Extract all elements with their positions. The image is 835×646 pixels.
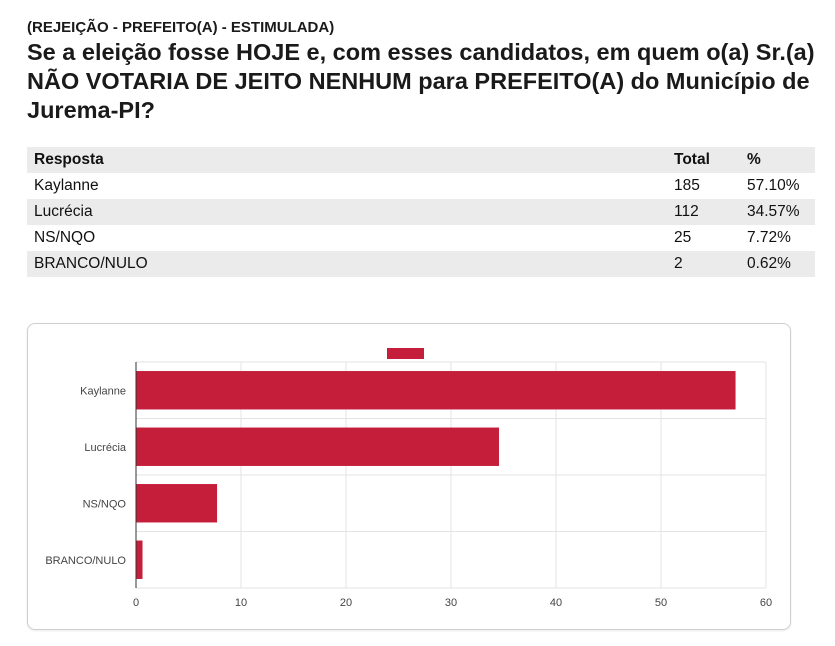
results-table: Resposta Total % Kaylanne 185 57.10% Luc… bbox=[27, 147, 815, 277]
cell-percent: 57.10% bbox=[747, 177, 800, 194]
table-row: Kaylanne 185 57.10% bbox=[27, 173, 815, 199]
cell-total: 25 bbox=[674, 229, 692, 246]
bar-3 bbox=[136, 540, 143, 579]
cell-resposta: BRANCO/NULO bbox=[34, 255, 148, 272]
category-label: NS/NQO bbox=[83, 498, 127, 510]
x-tick-label: 60 bbox=[760, 597, 772, 609]
category-label: BRANCO/NULO bbox=[45, 555, 126, 567]
category-label: Lucrécia bbox=[84, 442, 126, 454]
bar-0 bbox=[136, 371, 736, 410]
table-row: NS/NQO 25 7.72% bbox=[27, 225, 815, 251]
bar-chart: Kaylanne Lucrécia NS/NQO BRANCO/NULO 0 10 20 30… bbox=[45, 348, 772, 609]
category-label: Kaylanne bbox=[80, 385, 126, 397]
bar-2 bbox=[136, 484, 218, 523]
x-tick-label: 20 bbox=[340, 597, 352, 609]
cell-total: 112 bbox=[674, 203, 699, 220]
cell-resposta: NS/NQO bbox=[34, 229, 96, 246]
x-tick-label: 0 bbox=[133, 597, 139, 609]
cell-total: 2 bbox=[674, 255, 683, 272]
table-row: BRANCO/NULO 2 0.62% bbox=[27, 251, 815, 277]
x-tick-label: 10 bbox=[235, 597, 247, 609]
column-header-total: Total bbox=[674, 151, 710, 168]
question-title: Se a eleição fosse HOJE e, com esses can… bbox=[27, 39, 815, 123]
legend-swatch bbox=[387, 348, 424, 359]
bar-1 bbox=[136, 427, 499, 466]
x-tick-label: 40 bbox=[550, 597, 562, 609]
cell-total: 185 bbox=[674, 177, 700, 194]
question-subtitle: (REJEIÇÃO - PREFEITO(A) - ESTIMULADA) bbox=[27, 19, 335, 36]
column-header-resposta: Resposta bbox=[34, 151, 104, 168]
table-row: Lucrécia 112 34.57% bbox=[27, 199, 815, 225]
cell-resposta: Kaylanne bbox=[34, 177, 99, 194]
x-tick-label: 30 bbox=[445, 597, 457, 609]
column-header-percent: % bbox=[747, 151, 761, 168]
x-tick-label: 50 bbox=[655, 597, 667, 609]
chart-card: Kaylanne Lucrécia NS/NQO BRANCO/NULO 0 10 20 30… bbox=[27, 323, 791, 630]
cell-percent: 7.72% bbox=[747, 229, 791, 246]
cell-percent: 34.57% bbox=[747, 203, 800, 220]
cell-percent: 0.62% bbox=[747, 255, 791, 272]
cell-resposta: Lucrécia bbox=[34, 203, 93, 220]
table-header-row: Resposta Total % bbox=[27, 147, 815, 173]
